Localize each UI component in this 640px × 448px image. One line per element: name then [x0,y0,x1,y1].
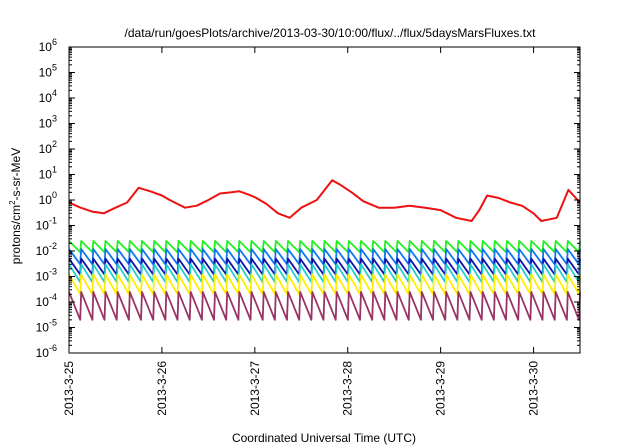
x-axis-label: Coordinated Universal Time (UTC) [232,431,416,445]
y-axis-label-rest: -s-sr-MeV [9,148,23,201]
x-tick-label: 2013-3-27 [248,361,262,416]
y-tick-label: 103 [39,114,57,131]
y-tick-label: 102 [39,139,57,156]
y-tick-label: 10-3 [36,267,57,284]
series-line-4 [68,257,581,276]
series-line-3 [68,248,581,266]
y-tick-label: 105 [39,63,57,80]
y-tick-label: 101 [39,165,57,182]
y-tick-label: 10-2 [36,241,57,258]
series-line-2 [68,240,581,254]
y-tick-label: 10-6 [36,343,57,360]
y-axis: 10-6 10-5 10-4 10-3 10-2 10-1 100 101 102 103 104 1… [36,37,580,360]
y-axis-label-superscript: 2 [8,200,17,205]
x-tick-label: 2013-3-28 [341,361,355,416]
y-axis-label-base: protons/cm [9,205,23,264]
x-tick-label: 2013-3-30 [527,361,541,416]
series-line-1 [68,179,581,222]
x-axis: 2013-3-25 2013-3-26 2013-3-27 2013-3-28 2013… [62,47,541,416]
y-tick-label: 10-4 [36,292,57,309]
x-tick-label: 2013-3-25 [62,361,76,416]
series-line-6 [68,273,581,296]
y-tick-label: 104 [39,88,57,105]
y-tick-label: 10-5 [36,318,57,335]
series-line-5 [68,263,581,284]
series-layer [68,179,581,321]
y-tick-label: 100 [39,190,57,207]
y-tick-label: 106 [39,37,57,54]
x-tick-label: 2013-3-29 [434,361,448,416]
series-line-7 [68,291,581,321]
y-tick-label: 10-1 [36,216,57,233]
chart-title: /data/run/goesPlots/archive/2013-03-30/1… [125,26,537,40]
x-tick-label: 2013-3-26 [155,361,169,416]
y-axis-label: protons/cm2-s-sr-MeV [8,148,23,264]
